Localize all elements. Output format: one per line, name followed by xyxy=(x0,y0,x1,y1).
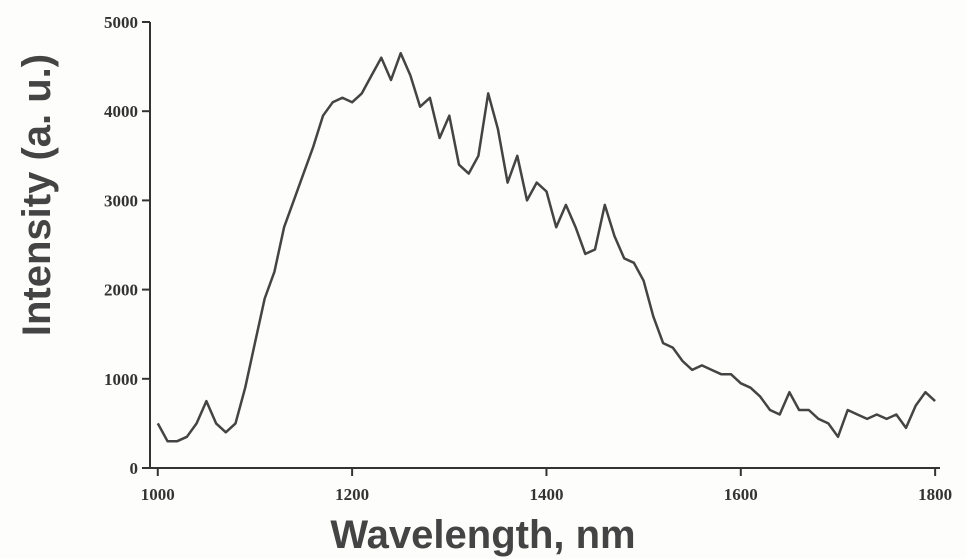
x-tick-label: 1800 xyxy=(918,485,952,504)
y-tick-label: 2000 xyxy=(104,281,138,300)
y-tick-label: 0 xyxy=(130,459,139,478)
x-axis-label: Wavelength, nm xyxy=(330,513,635,557)
y-tick-label: 4000 xyxy=(104,102,138,121)
spectrum-line xyxy=(156,51,936,443)
y-tick-label: 3000 xyxy=(104,191,138,210)
x-tick-label: 1600 xyxy=(724,485,758,504)
x-tick-label: 1000 xyxy=(141,485,175,504)
x-tick-label: 1400 xyxy=(529,485,563,504)
y-tick-label: 1000 xyxy=(104,370,138,389)
y-axis-label: Intensity (a. u.) xyxy=(15,54,59,336)
x-tick-label: 1200 xyxy=(335,485,369,504)
y-tick-label: 5000 xyxy=(104,13,138,32)
